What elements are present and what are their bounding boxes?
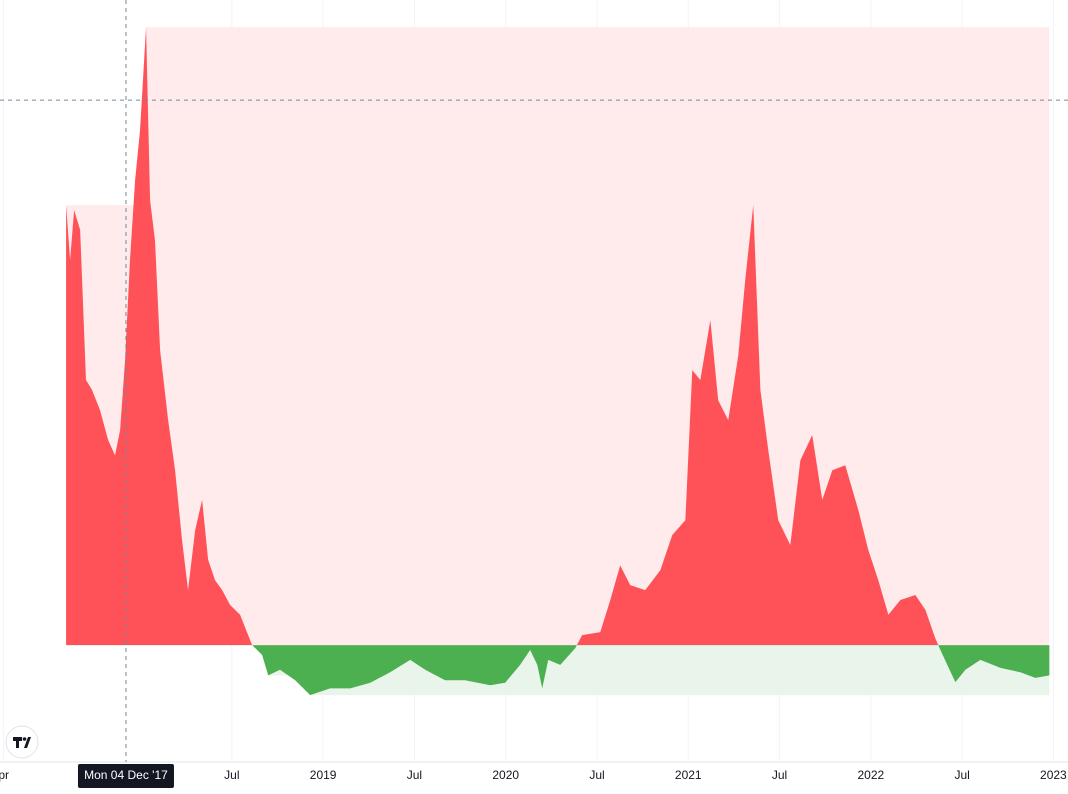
x-tick-label: Jul [224, 768, 239, 782]
x-tick-label: 2021 [675, 768, 702, 782]
x-tick-label: 2019 [310, 768, 337, 782]
area-above [66, 27, 1050, 646]
x-tick-label: 2020 [492, 768, 519, 782]
plot [66, 27, 1050, 696]
x-tick-label: pr [0, 768, 9, 782]
logo-dot [22, 737, 27, 741]
x-tick-label: Jul [407, 768, 422, 782]
x-tick-label: Jul [954, 768, 969, 782]
x-tick-label: Jul [772, 768, 787, 782]
area-below [252, 645, 1050, 696]
logo [5, 725, 39, 759]
crosshair-label-box [77, 764, 174, 788]
x-axis: pr Jul 2019 Jul 2020 Jul 2021 Jul 2022 Jul 2023 [0, 768, 1067, 782]
x-tick-label: Jul [589, 768, 604, 782]
logo-mark [13, 737, 31, 748]
x-tick-label: 2022 [857, 768, 884, 782]
logo-circle [5, 725, 39, 759]
x-tick-label: 2023 [1040, 768, 1067, 782]
top-band [66, 27, 1050, 646]
crosshair-label: Mon 04 Dec '17 [84, 768, 168, 782]
